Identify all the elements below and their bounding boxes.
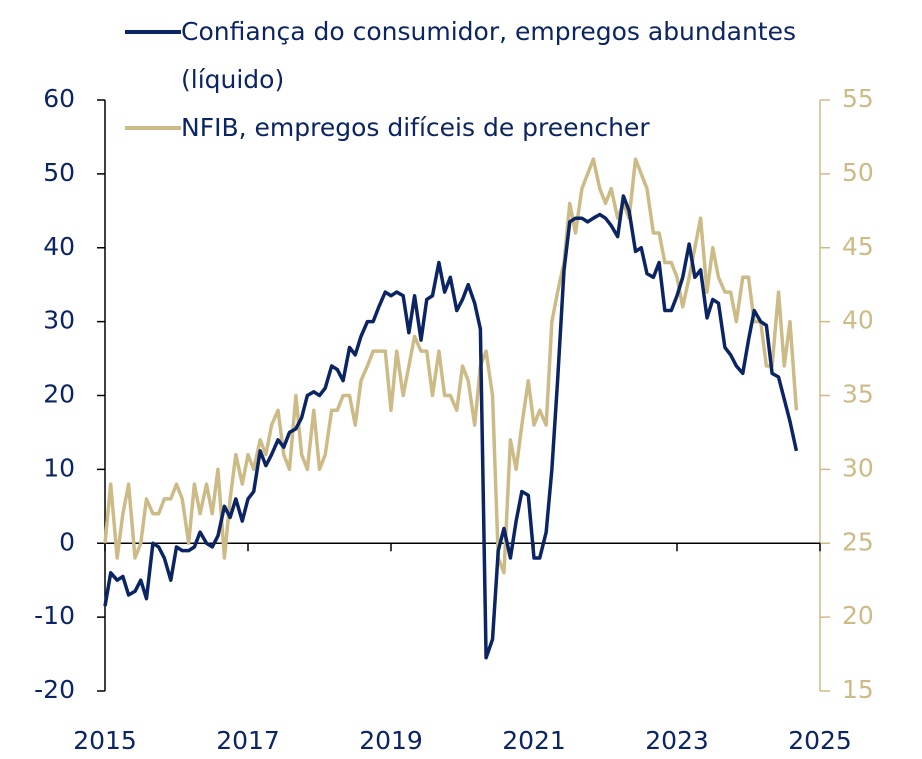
- legend-swatch: [125, 126, 181, 130]
- y2-tick-label: 25: [842, 527, 874, 556]
- y-tick-label: -10: [34, 601, 75, 630]
- legend-entry: Confiança do consumidor, empregos abunda…: [125, 8, 855, 104]
- legend: Confiança do consumidor, empregos abunda…: [125, 8, 855, 152]
- x-tick-label: 2015: [73, 726, 137, 755]
- legend-label: Confiança do consumidor, empregos abunda…: [181, 17, 796, 94]
- legend-entry: NFIB, empregos difíceis de preencher: [125, 104, 855, 152]
- y2-tick-label: 55: [842, 84, 874, 113]
- x-tick-label: 2019: [359, 726, 423, 755]
- y2-tick-label: 35: [842, 380, 874, 409]
- x-tick-label: 2023: [645, 726, 709, 755]
- x-tick-label: 2025: [788, 726, 852, 755]
- x-tick-label: 2017: [216, 726, 280, 755]
- x-tick-label: 2021: [502, 726, 566, 755]
- y-tick-label: 50: [43, 158, 75, 187]
- y-tick-label: 20: [43, 380, 75, 409]
- legend-label: NFIB, empregos difíceis de preencher: [181, 113, 650, 142]
- y2-tick-label: 20: [842, 601, 874, 630]
- y2-tick-label: 30: [842, 453, 874, 482]
- y2-tick-label: 50: [842, 158, 874, 187]
- series-line: [103, 157, 799, 575]
- y-tick-label: 10: [43, 453, 75, 482]
- y-tick-label: 40: [43, 232, 75, 261]
- y-tick-label: -20: [34, 675, 75, 704]
- y-tick-label: 30: [43, 306, 75, 335]
- legend-swatch: [125, 30, 181, 34]
- y-tick-label: 0: [59, 527, 75, 556]
- y2-tick-label: 15: [842, 675, 874, 704]
- y2-tick-label: 45: [842, 232, 874, 261]
- y-tick-label: 60: [43, 84, 75, 113]
- series-line: [103, 194, 799, 660]
- y2-tick-label: 40: [842, 306, 874, 335]
